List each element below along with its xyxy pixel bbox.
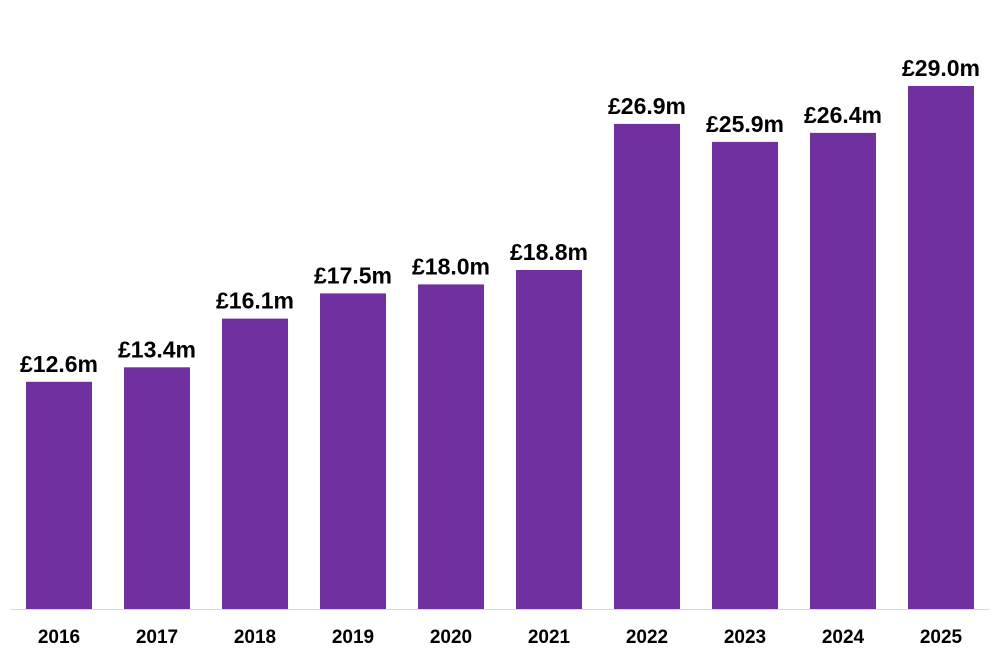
x-tick-label-2018: 2018 xyxy=(234,627,276,648)
value-label-2021: £18.8m xyxy=(510,239,588,265)
bar-2025 xyxy=(908,86,974,609)
x-tick-label-2017: 2017 xyxy=(136,627,178,648)
bar-2020 xyxy=(418,284,484,609)
bar-2022 xyxy=(614,123,680,610)
x-tick-label-2021: 2021 xyxy=(528,627,571,648)
bars-group xyxy=(26,86,974,610)
x-tick-labels-group: 2016 2017 2018 2019 2020 2021 2022 2023 2024 2025 xyxy=(38,627,963,648)
bar-2021 xyxy=(516,270,582,609)
value-label-2025: £29.0m xyxy=(902,55,980,81)
value-label-2018: £16.1m xyxy=(216,288,294,314)
bar-2024 xyxy=(810,132,876,609)
value-label-2023: £25.9m xyxy=(706,111,784,137)
x-tick-label-2022: 2022 xyxy=(626,627,668,648)
x-tick-label-2020: 2020 xyxy=(430,627,472,648)
bar-2018 xyxy=(222,318,288,609)
value-label-2017: £13.4m xyxy=(118,336,196,362)
value-label-2020: £18.0m xyxy=(412,253,490,279)
value-label-2022: £26.9m xyxy=(608,93,686,119)
x-tick-label-2019: 2019 xyxy=(332,627,374,648)
x-tick-label-2016: 2016 xyxy=(38,627,80,648)
value-label-2019: £17.5m xyxy=(314,262,392,288)
x-tick-label-2023: 2023 xyxy=(724,627,766,648)
bar-2023 xyxy=(712,141,778,609)
bar-2017 xyxy=(124,367,190,609)
value-label-2016: £12.6m xyxy=(20,351,98,377)
x-tick-label-2025: 2025 xyxy=(920,627,963,648)
bar-2019 xyxy=(320,293,386,609)
x-tick-label-2024: 2024 xyxy=(822,627,865,648)
value-labels-group: £12.6m £13.4m £16.1m £17.5m £18.0m £18.8m £26.… xyxy=(20,55,980,377)
value-label-2024: £26.4m xyxy=(804,102,882,128)
bar-2016 xyxy=(26,381,92,609)
